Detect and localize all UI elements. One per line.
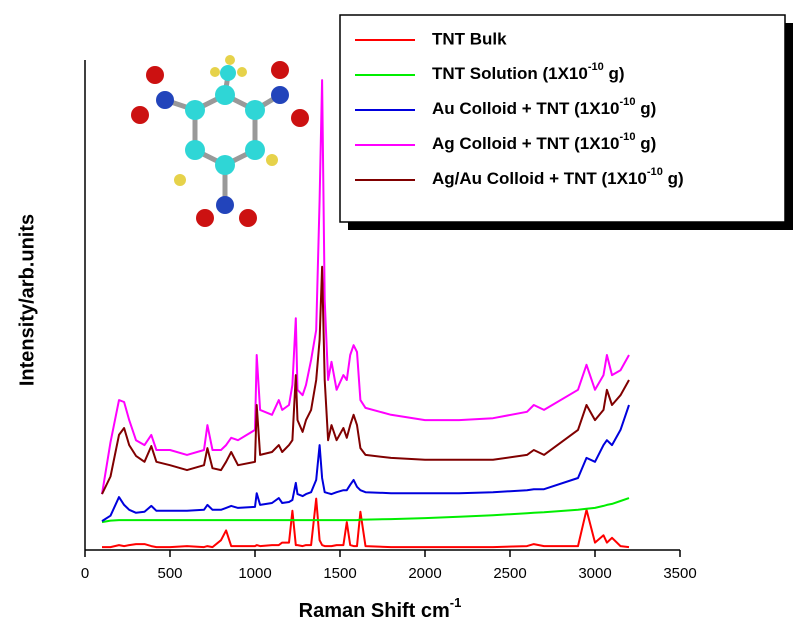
x-tick-label: 1000	[238, 565, 271, 582]
x-tick-label: 3000	[578, 565, 611, 582]
x-tick-label: 1500	[323, 565, 356, 582]
legend-label: Ag/Au Colloid + TNT (1X10-10 g)	[432, 166, 684, 189]
x-tick-label: 500	[157, 565, 182, 582]
legend-label: TNT Bulk	[432, 29, 507, 48]
molecule-icon	[131, 55, 309, 227]
x-axis-label: Raman Shift cm-1	[299, 595, 462, 622]
series-line	[102, 499, 629, 547]
legend-box	[340, 15, 785, 222]
x-tick-label: 2000	[408, 565, 441, 582]
x-tick-label: 0	[81, 565, 89, 582]
series-line	[102, 405, 629, 521]
y-axis-label: Intensity/arb.units	[16, 214, 38, 386]
series-line	[102, 267, 629, 494]
x-tick-label: 2500	[493, 565, 526, 582]
x-tick-label: 3500	[663, 565, 696, 582]
chart: Raman Shift cm-1 Intensity/arb.units 0 50…	[0, 0, 798, 641]
